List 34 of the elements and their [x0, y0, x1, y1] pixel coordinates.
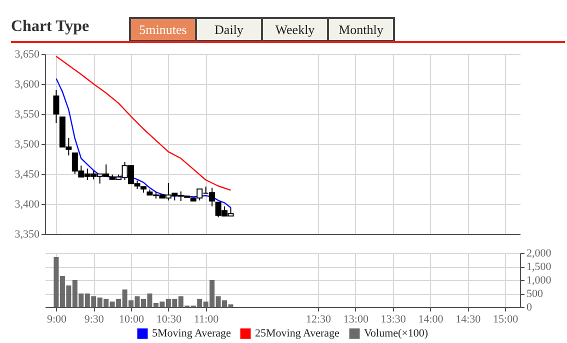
x-tick-label: 9:00	[46, 314, 67, 326]
y-tick-label: 0	[526, 302, 532, 314]
x-tick-label: 10:00	[118, 314, 145, 326]
legend-label: Volume(×100)	[364, 328, 428, 340]
x-tick-label: 10:30	[156, 314, 182, 326]
y-tick-label: 500	[526, 288, 544, 300]
y-tick-label: 3,350	[14, 228, 40, 240]
y-tick-label: 1,500	[526, 261, 552, 273]
y-tick-label: 3,400	[14, 198, 40, 210]
x-tick-label: 14:30	[456, 314, 482, 326]
tab-button: Daily	[195, 17, 263, 42]
y-tick-label: 3,450	[14, 168, 40, 180]
x-tick-label: 11:00	[194, 314, 220, 326]
x-tick-label: 9:30	[84, 314, 104, 326]
y-tick-label: 1,000	[526, 274, 552, 286]
line-series	[56, 56, 232, 191]
y-tick-label: 3,550	[14, 108, 40, 120]
y-tick-label: 2,000	[526, 248, 552, 260]
tab-button: Monthly	[327, 17, 395, 42]
tab-button: Weekly	[261, 17, 329, 42]
x-tick-label: 12:30	[306, 314, 332, 326]
line-series	[56, 78, 232, 208]
y-tick-label: 3,650	[14, 48, 40, 60]
legend-label: 25Moving Average	[255, 328, 340, 340]
y-tick-label: 3,500	[14, 138, 40, 150]
x-tick-label: 13:00	[343, 314, 369, 326]
candlestick	[53, 90, 60, 124]
legend-label: 5Moving Average	[152, 328, 232, 340]
tab-button: 5minutes	[129, 17, 197, 42]
x-tick-label: 13:30	[380, 314, 406, 326]
chart-title: Chart Type	[11, 18, 90, 36]
x-tick-label: 14:00	[418, 314, 444, 326]
x-tick-label: 15:00	[493, 314, 519, 326]
y-tick-label: 3,600	[14, 78, 40, 90]
